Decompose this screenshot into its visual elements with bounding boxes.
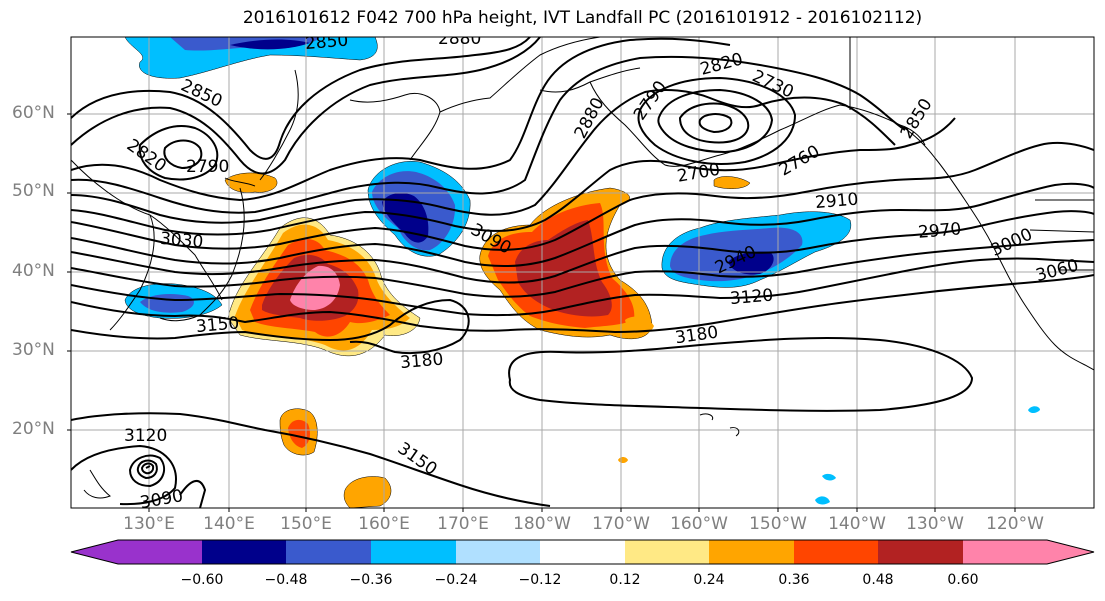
colorbar-tick-label: −0.12 <box>518 572 562 588</box>
contour-label: 3120 <box>729 285 774 309</box>
colorbar-tick-label: −0.60 <box>180 572 224 588</box>
height-contours <box>71 37 1094 508</box>
colorbar-swatch <box>794 540 878 564</box>
lat-label-30n: 30°N <box>12 340 55 360</box>
contour-label: 3180 <box>399 349 444 373</box>
colorbar-tick-label: 0.48 <box>862 572 894 588</box>
colorbar-swatch <box>286 540 371 564</box>
colorbar-swatch <box>709 540 794 564</box>
map-title: 2016101612 F042 700 hPa height, IVT Land… <box>242 8 923 28</box>
contour-label: 2850 <box>304 30 349 54</box>
lon-label-130w: 130°W <box>906 514 964 534</box>
lon-label-160e: 160°E <box>358 514 410 534</box>
lon-label-170w: 170°W <box>592 514 650 534</box>
colorbar-swatch <box>371 540 456 564</box>
colorbar-tick-label: 0.24 <box>693 572 725 588</box>
colorbar-swatch <box>540 540 625 564</box>
contour-label: 2970 <box>917 219 962 243</box>
lon-label-140w: 140°W <box>828 514 886 534</box>
colorbar-tick-label: 0.60 <box>947 572 979 588</box>
colorbar-swatch <box>71 540 202 564</box>
colorbar-swatch <box>456 540 540 564</box>
colorbar-tick-label: −0.36 <box>349 572 393 588</box>
contour-label: 2910 <box>814 189 859 213</box>
colorbar-tick-label: −0.24 <box>434 572 478 588</box>
contour-label: 3150 <box>195 313 240 337</box>
colorbar-swatch <box>878 540 963 564</box>
lat-label-40n: 40°N <box>12 261 55 281</box>
colorbar-swatch <box>963 540 1094 564</box>
colorbar-tick-label: −0.48 <box>264 572 308 588</box>
lon-label-170e: 170°E <box>437 514 489 534</box>
contour-label: 2790 <box>186 157 229 177</box>
colorbar-tick-label: 0.12 <box>609 572 641 588</box>
colorbar-swatch <box>202 540 286 564</box>
lat-label-60n: 60°N <box>12 103 55 123</box>
colorbar-swatch <box>625 540 709 564</box>
lon-label-160w: 160°W <box>670 514 728 534</box>
contour-label: 3120 <box>124 426 167 446</box>
lon-label-130e: 130°E <box>123 514 175 534</box>
lon-label-150e: 150°E <box>280 514 332 534</box>
contour-label: 3090 <box>139 486 185 513</box>
lat-label-50n: 50°N <box>12 181 55 201</box>
lat-label-20n: 20°N <box>12 419 55 439</box>
lon-label-140e: 140°E <box>203 514 255 534</box>
lon-label-180w: 180°W <box>513 514 571 534</box>
colorbar <box>70 539 1095 565</box>
colorbar-tick-label: 0.36 <box>778 572 810 588</box>
contour-label: 2880 <box>438 29 481 49</box>
axis-ticks <box>67 113 1016 512</box>
contour-label: 3030 <box>159 229 204 253</box>
lon-label-150w: 150°W <box>749 514 807 534</box>
lon-label-120w: 120°W <box>986 514 1044 534</box>
